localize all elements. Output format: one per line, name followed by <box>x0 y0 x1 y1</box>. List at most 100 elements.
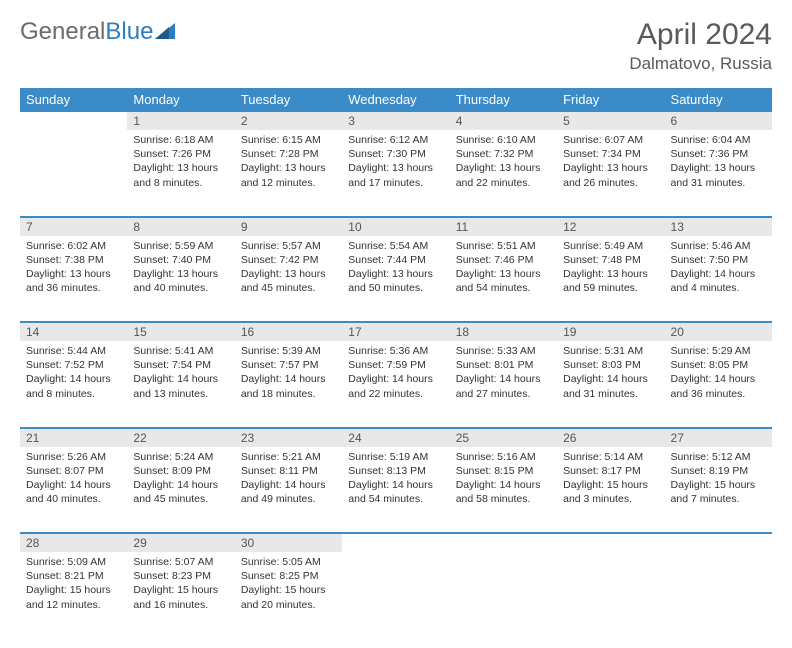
day-cell: Sunrise: 6:02 AMSunset: 7:38 PMDaylight:… <box>20 236 127 302</box>
daylight-line: Daylight: 13 hours and 17 minutes. <box>348 161 443 189</box>
day-number: 26 <box>557 428 664 447</box>
day-number: 13 <box>665 217 772 236</box>
day-number: 30 <box>235 533 342 552</box>
sunset-line: Sunset: 7:50 PM <box>671 253 766 267</box>
sunset-line: Sunset: 7:52 PM <box>26 358 121 372</box>
sunrise-line: Sunrise: 5:59 AM <box>133 239 228 253</box>
sunrise-line: Sunrise: 5:46 AM <box>671 239 766 253</box>
day-cell: Sunrise: 5:16 AMSunset: 8:15 PMDaylight:… <box>450 447 557 513</box>
day-cell: Sunrise: 5:21 AMSunset: 8:11 PMDaylight:… <box>235 447 342 513</box>
sunrise-line: Sunrise: 5:07 AM <box>133 555 228 569</box>
page-title: April 2024 <box>629 18 772 52</box>
day-cell: Sunrise: 5:09 AMSunset: 8:21 PMDaylight:… <box>20 552 127 618</box>
daylight-line: Daylight: 15 hours and 3 minutes. <box>563 478 658 506</box>
day-number: 19 <box>557 322 664 341</box>
sunrise-line: Sunrise: 5:24 AM <box>133 450 228 464</box>
day-cell: Sunrise: 5:05 AMSunset: 8:25 PMDaylight:… <box>235 552 342 618</box>
day-cell: Sunrise: 5:59 AMSunset: 7:40 PMDaylight:… <box>127 236 234 302</box>
day-cell: Sunrise: 6:07 AMSunset: 7:34 PMDaylight:… <box>557 130 664 196</box>
daylight-line: Daylight: 14 hours and 8 minutes. <box>26 372 121 400</box>
day-number: 16 <box>235 322 342 341</box>
day-number: 7 <box>20 217 127 236</box>
header: GeneralBlue April 2024 Dalmatovo, Russia <box>20 18 772 74</box>
day-number: 27 <box>665 428 772 447</box>
sunrise-line: Sunrise: 5:39 AM <box>241 344 336 358</box>
weekday-header: Tuesday <box>235 88 342 111</box>
sunset-line: Sunset: 7:30 PM <box>348 147 443 161</box>
day-cell: Sunrise: 5:54 AMSunset: 7:44 PMDaylight:… <box>342 236 449 302</box>
day-cell: Sunrise: 5:24 AMSunset: 8:09 PMDaylight:… <box>127 447 234 513</box>
day-number: 6 <box>665 111 772 130</box>
sunrise-line: Sunrise: 6:15 AM <box>241 133 336 147</box>
weekday-header-row: SundayMondayTuesdayWednesdayThursdayFrid… <box>20 88 772 111</box>
day-cell: Sunrise: 5:46 AMSunset: 7:50 PMDaylight:… <box>665 236 772 302</box>
sunrise-line: Sunrise: 6:02 AM <box>26 239 121 253</box>
sunset-line: Sunset: 8:21 PM <box>26 569 121 583</box>
day-number: 5 <box>557 111 664 130</box>
sunset-line: Sunset: 7:34 PM <box>563 147 658 161</box>
sunrise-line: Sunrise: 6:07 AM <box>563 133 658 147</box>
sunset-line: Sunset: 8:05 PM <box>671 358 766 372</box>
sunset-line: Sunset: 7:44 PM <box>348 253 443 267</box>
sunrise-line: Sunrise: 5:33 AM <box>456 344 551 358</box>
sunrise-line: Sunrise: 6:10 AM <box>456 133 551 147</box>
daylight-line: Daylight: 13 hours and 22 minutes. <box>456 161 551 189</box>
day-number: 28 <box>20 533 127 552</box>
sunrise-line: Sunrise: 5:31 AM <box>563 344 658 358</box>
sunset-line: Sunset: 8:25 PM <box>241 569 336 583</box>
weekday-header: Saturday <box>665 88 772 111</box>
sunrise-line: Sunrise: 6:04 AM <box>671 133 766 147</box>
sunset-line: Sunset: 7:42 PM <box>241 253 336 267</box>
daylight-line: Daylight: 13 hours and 8 minutes. <box>133 161 228 189</box>
day-cell: Sunrise: 6:18 AMSunset: 7:26 PMDaylight:… <box>127 130 234 196</box>
sunset-line: Sunset: 8:09 PM <box>133 464 228 478</box>
day-number: 24 <box>342 428 449 447</box>
sunset-line: Sunset: 7:46 PM <box>456 253 551 267</box>
sunset-line: Sunset: 8:01 PM <box>456 358 551 372</box>
day-number: 23 <box>235 428 342 447</box>
daylight-line: Daylight: 15 hours and 7 minutes. <box>671 478 766 506</box>
sunrise-line: Sunrise: 6:18 AM <box>133 133 228 147</box>
day-number: 12 <box>557 217 664 236</box>
sunset-line: Sunset: 8:03 PM <box>563 358 658 372</box>
sunrise-line: Sunrise: 5:12 AM <box>671 450 766 464</box>
daylight-line: Daylight: 13 hours and 36 minutes. <box>26 267 121 295</box>
daylight-line: Daylight: 15 hours and 20 minutes. <box>241 583 336 611</box>
day-cell: Sunrise: 5:29 AMSunset: 8:05 PMDaylight:… <box>665 341 772 407</box>
title-block: April 2024 Dalmatovo, Russia <box>629 18 772 74</box>
weekday-header: Thursday <box>450 88 557 111</box>
calendar-table: SundayMondayTuesdayWednesdayThursdayFrid… <box>20 88 772 638</box>
logo-text-blue: Blue <box>105 18 153 46</box>
day-number: 11 <box>450 217 557 236</box>
daylight-line: Daylight: 14 hours and 36 minutes. <box>671 372 766 400</box>
sunrise-line: Sunrise: 5:29 AM <box>671 344 766 358</box>
daylight-line: Daylight: 14 hours and 45 minutes. <box>133 478 228 506</box>
daylight-line: Daylight: 14 hours and 58 minutes. <box>456 478 551 506</box>
day-cell: Sunrise: 5:26 AMSunset: 8:07 PMDaylight:… <box>20 447 127 513</box>
day-cell: Sunrise: 5:19 AMSunset: 8:13 PMDaylight:… <box>342 447 449 513</box>
day-number: 10 <box>342 217 449 236</box>
day-number: 22 <box>127 428 234 447</box>
day-cell: Sunrise: 5:36 AMSunset: 7:59 PMDaylight:… <box>342 341 449 407</box>
sunset-line: Sunset: 8:23 PM <box>133 569 228 583</box>
sunrise-line: Sunrise: 5:36 AM <box>348 344 443 358</box>
day-number: 17 <box>342 322 449 341</box>
sunrise-line: Sunrise: 5:49 AM <box>563 239 658 253</box>
sunset-line: Sunset: 7:57 PM <box>241 358 336 372</box>
sunset-line: Sunset: 7:32 PM <box>456 147 551 161</box>
daylight-line: Daylight: 13 hours and 31 minutes. <box>671 161 766 189</box>
daylight-line: Daylight: 15 hours and 16 minutes. <box>133 583 228 611</box>
day-number: 8 <box>127 217 234 236</box>
sunset-line: Sunset: 7:28 PM <box>241 147 336 161</box>
sunset-line: Sunset: 8:19 PM <box>671 464 766 478</box>
day-cell: Sunrise: 6:12 AMSunset: 7:30 PMDaylight:… <box>342 130 449 196</box>
daylight-line: Daylight: 15 hours and 12 minutes. <box>26 583 121 611</box>
sunrise-line: Sunrise: 5:26 AM <box>26 450 121 464</box>
daylight-line: Daylight: 13 hours and 59 minutes. <box>563 267 658 295</box>
day-cell: Sunrise: 5:39 AMSunset: 7:57 PMDaylight:… <box>235 341 342 407</box>
weekday-header: Friday <box>557 88 664 111</box>
day-number: 20 <box>665 322 772 341</box>
day-cell: Sunrise: 5:33 AMSunset: 8:01 PMDaylight:… <box>450 341 557 407</box>
day-cell: Sunrise: 5:41 AMSunset: 7:54 PMDaylight:… <box>127 341 234 407</box>
daylight-line: Daylight: 14 hours and 18 minutes. <box>241 372 336 400</box>
